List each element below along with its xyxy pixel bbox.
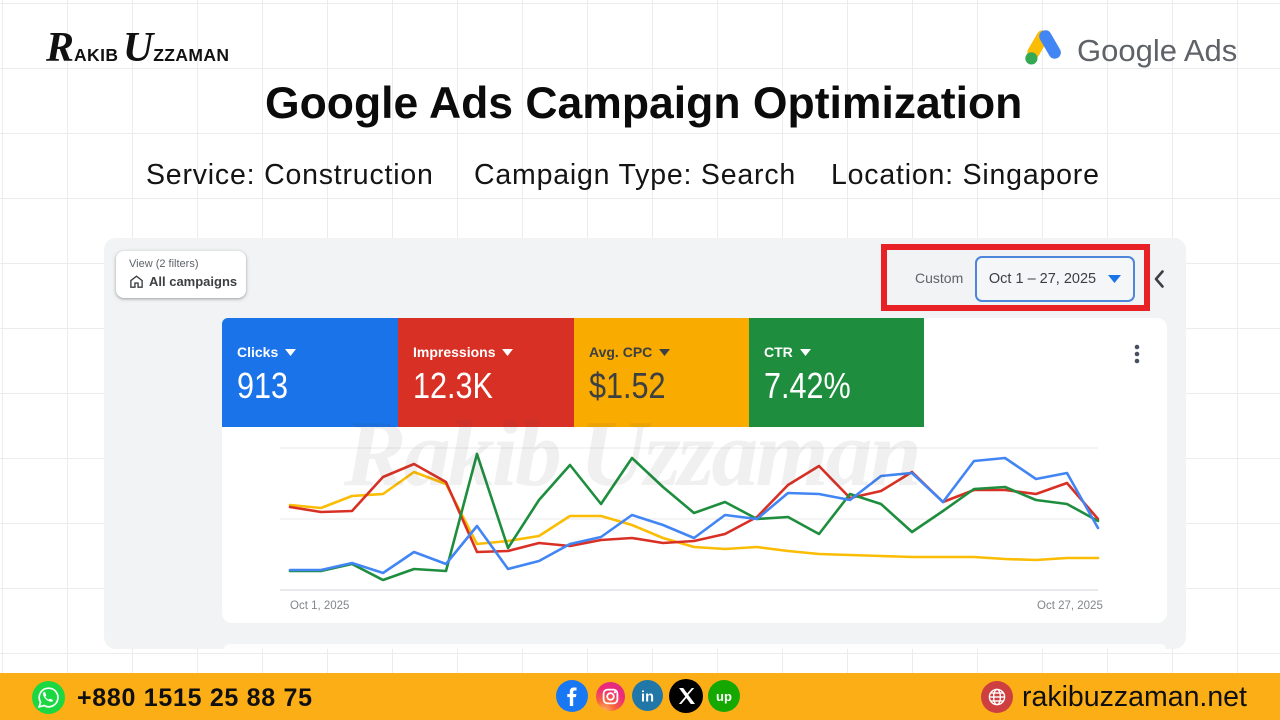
svg-text:in: in [641, 690, 654, 706]
svg-text:up: up [716, 689, 732, 704]
